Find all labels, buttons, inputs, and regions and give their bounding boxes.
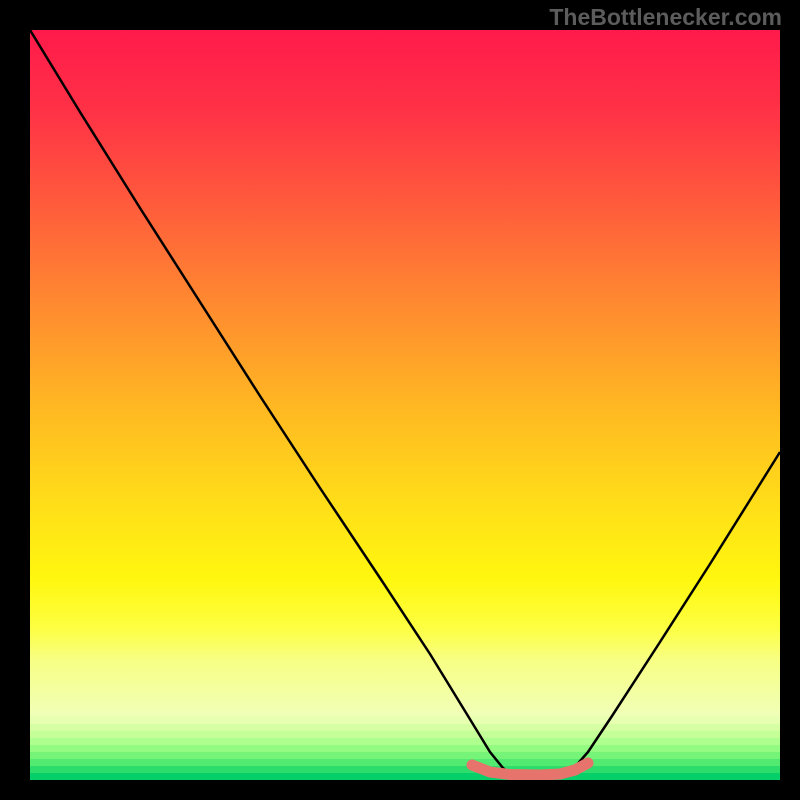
watermark-text: TheBottlenecker.com bbox=[549, 4, 782, 31]
plot-border bbox=[0, 0, 800, 800]
green-bands bbox=[30, 716, 780, 780]
chart-svg bbox=[0, 0, 800, 800]
chart-frame: TheBottlenecker.com bbox=[0, 0, 800, 800]
optimal-range-marker bbox=[472, 763, 588, 775]
bottleneck-curve bbox=[30, 30, 780, 775]
gradient-fill bbox=[30, 30, 780, 716]
